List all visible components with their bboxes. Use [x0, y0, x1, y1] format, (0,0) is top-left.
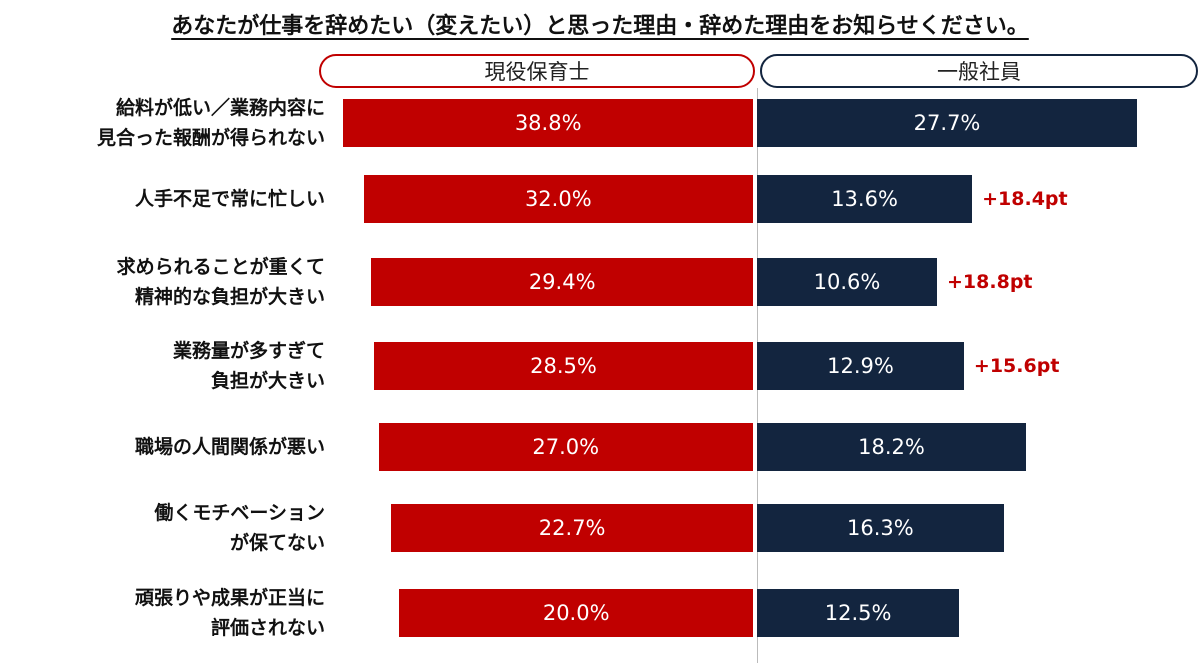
category-label: 給料が低い／業務内容に 見合った報酬が得られない — [96, 97, 325, 149]
bar-left: 32.0% — [363, 175, 753, 223]
category-label: 頑張りや成果が正当に 評価されない — [134, 587, 325, 639]
bar-left: 28.5% — [374, 342, 753, 390]
bar-right: 27.7% — [757, 99, 1138, 147]
bar-left: 27.0% — [378, 423, 753, 471]
bar-left: 20.0% — [399, 589, 753, 637]
bar-right: 10.6% — [757, 258, 938, 306]
category-label: 職場の人間関係が悪い — [134, 436, 325, 458]
category-label: 求められることが重くて 精神的な負担が大きい — [116, 256, 325, 308]
difference-annotation: +18.8pt — [947, 271, 1033, 293]
difference-annotation: +18.4pt — [982, 188, 1068, 210]
bar-right: 12.9% — [757, 342, 964, 390]
legend-series-right: 一般社員 — [760, 54, 1198, 88]
category-label: 業務量が多すぎて 負担が大きい — [172, 340, 325, 392]
bar-right: 16.3% — [757, 504, 1004, 552]
category-label: 働くモチベーション が保てない — [154, 502, 325, 554]
bar-right: 12.5% — [757, 589, 960, 637]
bar-left: 38.8% — [343, 99, 753, 147]
chart-title: あなたが仕事を辞めたい（変えたい）と思った理由・辞めた理由をお知らせください。 — [171, 14, 1029, 39]
difference-annotation: +15.6pt — [973, 355, 1060, 377]
bar-left: 22.7% — [391, 504, 753, 552]
bar-right: 13.6% — [757, 175, 973, 223]
bar-left: 29.4% — [371, 258, 753, 306]
category-label: 人手不足で常に忙しい — [134, 188, 325, 210]
legend-series-left: 現役保育士 — [319, 54, 755, 88]
bar-right: 18.2% — [757, 423, 1026, 471]
